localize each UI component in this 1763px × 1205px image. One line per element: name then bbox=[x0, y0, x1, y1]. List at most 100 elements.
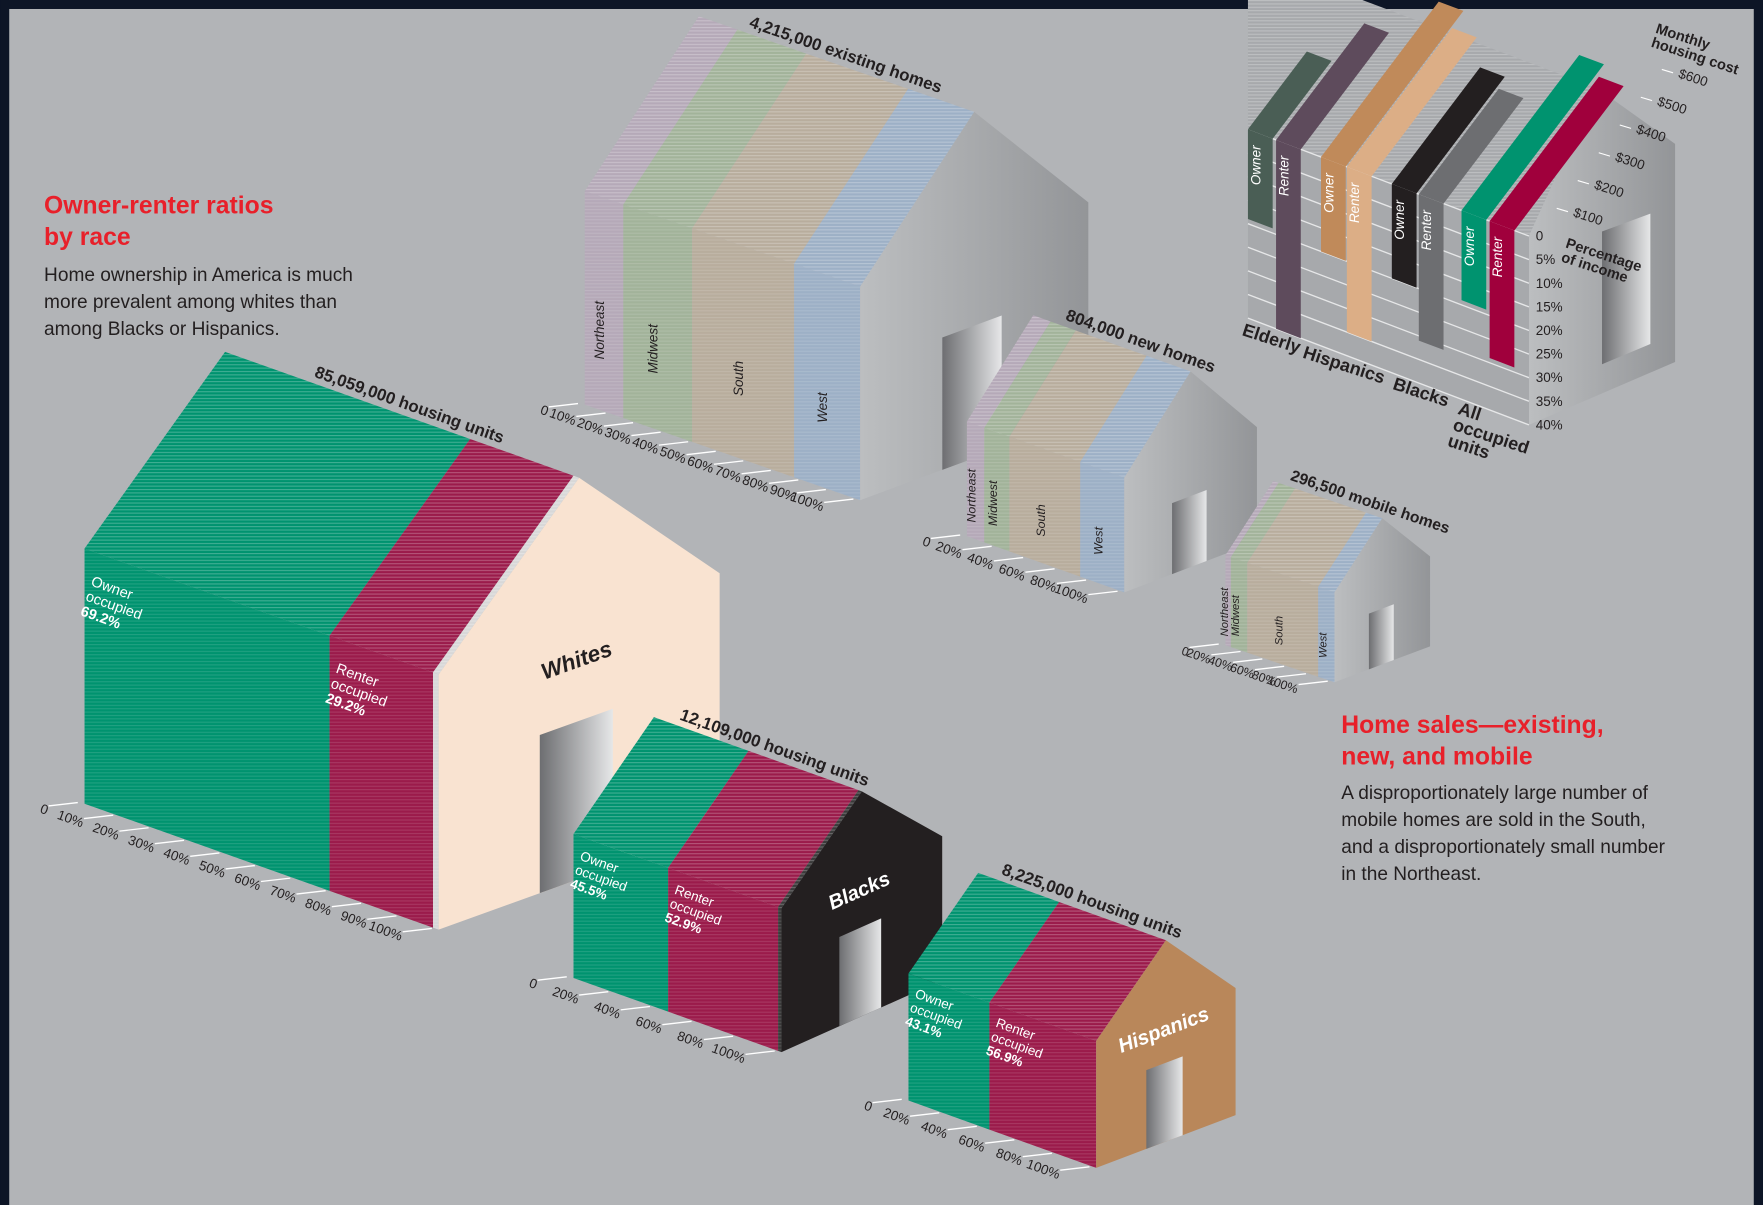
tick bbox=[993, 556, 1024, 562]
wall-shade bbox=[692, 228, 795, 478]
roof-shade bbox=[966, 315, 1051, 428]
roof-shade bbox=[329, 438, 574, 673]
region-label: Northeast bbox=[1219, 587, 1231, 637]
door bbox=[1602, 213, 1651, 365]
region-label: West bbox=[1091, 526, 1105, 554]
tick bbox=[48, 801, 78, 807]
tick bbox=[1598, 152, 1611, 157]
text: among Blacks or Hispanics. bbox=[44, 319, 280, 340]
bar-label: Owner bbox=[1321, 173, 1336, 213]
wall-shade bbox=[989, 1002, 1097, 1168]
roof-shade bbox=[908, 872, 1060, 1003]
region-label: Northeast bbox=[592, 300, 607, 360]
roof-shade bbox=[1318, 512, 1383, 593]
wall-shade bbox=[966, 421, 985, 543]
tick bbox=[620, 1005, 651, 1011]
tick bbox=[1577, 179, 1590, 185]
tick bbox=[745, 1050, 775, 1056]
wall-shade bbox=[329, 635, 433, 928]
tick bbox=[1640, 96, 1653, 102]
wall-shade bbox=[908, 973, 990, 1130]
gable bbox=[1334, 518, 1431, 683]
text: A disproportionately large number of bbox=[1341, 783, 1648, 804]
tick bbox=[548, 402, 579, 408]
region-label: Midwest bbox=[1230, 594, 1242, 636]
cost-bar bbox=[1346, 27, 1477, 177]
sales-intro: Home sales—existing, new, and mobile bbox=[1341, 712, 1603, 770]
wall-shade bbox=[1247, 562, 1319, 677]
roof-shade bbox=[584, 16, 738, 205]
tick bbox=[1276, 673, 1307, 678]
pct-bar bbox=[1418, 194, 1444, 350]
pct-tick-label: 5% bbox=[1536, 252, 1555, 267]
tick bbox=[824, 498, 854, 504]
tick bbox=[603, 421, 634, 427]
roof-shade bbox=[573, 717, 749, 868]
roof-shade bbox=[623, 29, 807, 229]
tick bbox=[402, 927, 432, 933]
pct-bar bbox=[1489, 221, 1515, 368]
bar-label: Renter bbox=[1419, 209, 1434, 250]
tick bbox=[1022, 1152, 1052, 1158]
wall-shade bbox=[1318, 586, 1335, 683]
roof-shade bbox=[778, 790, 862, 909]
wall-shade bbox=[432, 672, 439, 930]
roof-shade bbox=[989, 901, 1166, 1041]
cost-bar bbox=[1321, 1, 1464, 167]
tick bbox=[909, 1112, 940, 1117]
tick bbox=[703, 1035, 734, 1041]
pct-tick-label: 0 bbox=[1536, 229, 1544, 244]
tick bbox=[154, 839, 185, 845]
cost-bar bbox=[1489, 76, 1624, 231]
region-label: Northeast bbox=[965, 468, 979, 522]
wall-shade bbox=[1009, 436, 1081, 577]
wall-shade bbox=[778, 907, 782, 1053]
roof-shade bbox=[1080, 355, 1191, 478]
pct-bar bbox=[1276, 139, 1301, 339]
tick bbox=[1661, 68, 1674, 74]
tick bbox=[1211, 650, 1241, 656]
title: Owner-renter ratios bbox=[44, 193, 273, 220]
title: new, and mobile bbox=[1341, 743, 1532, 770]
wall-shade bbox=[668, 867, 779, 1051]
tick bbox=[962, 545, 992, 551]
tick bbox=[119, 827, 149, 832]
text: mobile homes are sold in the South, bbox=[1341, 810, 1646, 831]
pct-bar bbox=[1247, 129, 1273, 229]
pct-bar bbox=[1346, 166, 1372, 342]
race-intro: Owner-renter ratios by race bbox=[44, 193, 273, 251]
cost-bar bbox=[1418, 88, 1524, 204]
roof-shade bbox=[1009, 330, 1147, 462]
door bbox=[1172, 489, 1207, 575]
tick bbox=[947, 1125, 977, 1131]
title: by race bbox=[44, 224, 131, 251]
wall-shade bbox=[984, 427, 1010, 552]
gable bbox=[1124, 371, 1257, 593]
roof-shade bbox=[1230, 482, 1296, 563]
tick bbox=[662, 1020, 692, 1026]
sales-text: A disproportionately large number of mob… bbox=[1341, 783, 1665, 885]
title: Home sales—existing, bbox=[1341, 712, 1603, 739]
wall-shade bbox=[84, 548, 330, 891]
tick bbox=[1189, 643, 1219, 649]
tick bbox=[985, 1139, 1015, 1144]
text: more prevalent among whites than bbox=[44, 292, 337, 313]
tick bbox=[686, 450, 716, 456]
tick bbox=[658, 441, 689, 446]
tick bbox=[260, 877, 291, 883]
region-label: West bbox=[815, 391, 830, 423]
tick bbox=[1056, 579, 1087, 585]
tick bbox=[225, 864, 255, 870]
tick-label: 0 bbox=[1180, 644, 1191, 660]
race-house: Owneroccupied69.2%Renteroccupied29.2%Oth… bbox=[38, 351, 720, 944]
region-label: South bbox=[1034, 504, 1048, 536]
roof-shade bbox=[84, 351, 471, 636]
roof-shade bbox=[984, 321, 1076, 437]
wall-shade bbox=[584, 191, 624, 419]
